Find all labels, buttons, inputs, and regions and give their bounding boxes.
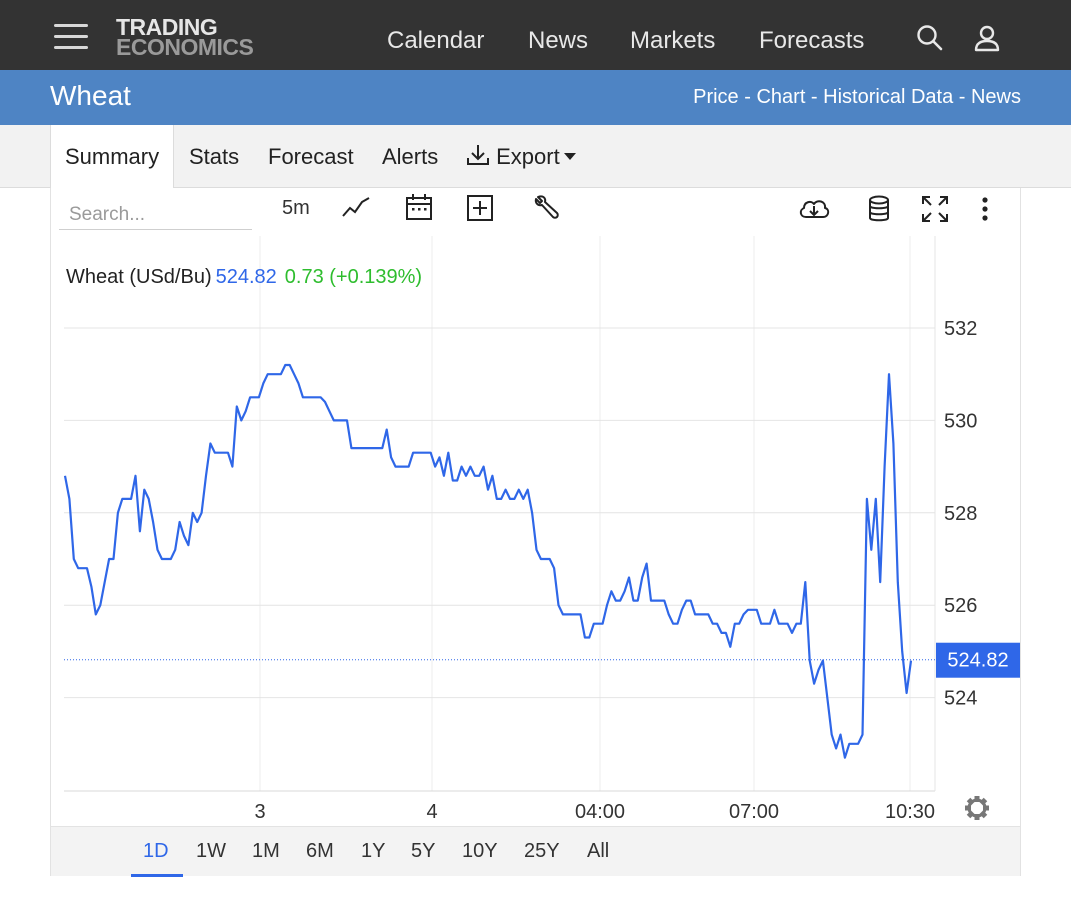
tab-summary[interactable]: Summary: [50, 125, 175, 189]
nav-link-news[interactable]: News: [528, 27, 589, 54]
tab-alerts[interactable]: Alerts: [382, 144, 439, 169]
link-separator: -: [953, 86, 971, 108]
range-selector: 1D 1W 1M 6M 1Y 5Y 10Y 25Y All: [51, 826, 1020, 877]
last-price-tag: [936, 642, 1020, 678]
tab-bar: Summary Stats Forecast Alerts Export: [0, 125, 1071, 189]
range-6m[interactable]: 6M: [306, 840, 334, 862]
nav-link-calendar[interactable]: Calendar: [387, 27, 485, 54]
x-tick-label: 04:00: [575, 801, 625, 823]
link-price[interactable]: Price: [693, 86, 739, 108]
page-title: Wheat: [50, 80, 131, 111]
export-label: Export: [496, 144, 560, 169]
legend-name: Wheat (USd/Bu): [66, 266, 212, 288]
download-icon: [467, 145, 489, 165]
range-1w[interactable]: 1W: [196, 840, 226, 862]
nav-link-forecasts[interactable]: Forecasts: [759, 27, 865, 54]
range-25y[interactable]: 25Y: [524, 840, 560, 862]
range-5y[interactable]: 5Y: [411, 840, 436, 862]
section-links: Price - Chart - Historical Data - News: [693, 86, 1021, 109]
price-chart[interactable]: 532 530 528 526 524 3 4 04:00 07:00 10:30 524.82: [51, 188, 1020, 826]
x-tick-label: 07:00: [729, 801, 779, 823]
x-tick-label: 10:30: [885, 801, 935, 823]
tab-stats[interactable]: Stats: [189, 144, 240, 169]
tab-export[interactable]: Export: [466, 125, 576, 188]
link-news[interactable]: News: [970, 86, 1021, 108]
logo-line-1: TRADING: [116, 14, 218, 40]
y-tick-label: 530: [944, 410, 977, 432]
range-1y[interactable]: 1Y: [361, 840, 386, 862]
nav-link-markets[interactable]: Markets: [630, 27, 716, 54]
user-icon[interactable]: [973, 24, 1001, 52]
calendar-icon[interactable]: [404, 192, 434, 222]
range-10y[interactable]: 10Y: [462, 840, 498, 862]
database-icon[interactable]: [867, 195, 891, 223]
more-options-icon[interactable]: [980, 195, 990, 223]
y-tick-label: 526: [944, 595, 977, 617]
y-tick-label: 532: [944, 318, 977, 340]
settings-gear-icon[interactable]: [965, 796, 989, 820]
logo-line-2: ECONOMICS: [116, 34, 254, 60]
cloud-download-icon[interactable]: [797, 196, 831, 222]
y-tick-label: 528: [944, 503, 977, 525]
logo[interactable]: TRADING ECONOMICS: [116, 14, 254, 60]
page-header-band: Wheat Price - Chart - Historical Data - …: [0, 70, 1071, 125]
link-chart[interactable]: Chart: [756, 86, 806, 108]
price-series-line: [63, 363, 913, 759]
legend-price: 524.82: [215, 266, 277, 288]
search-icon[interactable]: [916, 24, 944, 52]
line-chart-icon[interactable]: [341, 194, 371, 224]
range-all[interactable]: All: [587, 840, 610, 862]
fullscreen-icon[interactable]: [920, 194, 950, 224]
add-comparison-icon[interactable]: [466, 194, 494, 222]
tab-forecast[interactable]: Forecast: [268, 144, 354, 169]
interval-selector[interactable]: 5m: [282, 197, 310, 219]
range-1d[interactable]: 1D: [143, 840, 169, 862]
y-tick-label: 524: [944, 688, 977, 710]
link-historical-data[interactable]: Historical Data: [823, 86, 954, 108]
last-price-label: 524.82: [947, 650, 1008, 672]
range-1m[interactable]: 1M: [252, 840, 280, 862]
active-range-indicator: [131, 874, 183, 877]
chevron-down-icon: [563, 153, 576, 161]
link-separator: -: [738, 86, 757, 108]
search-input[interactable]: [59, 200, 252, 230]
wrench-icon[interactable]: [533, 194, 561, 222]
top-navbar: TRADING ECONOMICS Calendar News Markets …: [0, 0, 1071, 70]
chart-legend: Wheat (USd/Bu) 524.82 0.73 (+0.139%): [66, 266, 422, 289]
x-tick-label: 3: [254, 801, 265, 823]
x-tick-label: 4: [426, 801, 437, 823]
menu-icon[interactable]: [54, 24, 88, 50]
link-separator: -: [805, 86, 824, 108]
legend-change: 0.73 (+0.139%): [284, 266, 423, 288]
